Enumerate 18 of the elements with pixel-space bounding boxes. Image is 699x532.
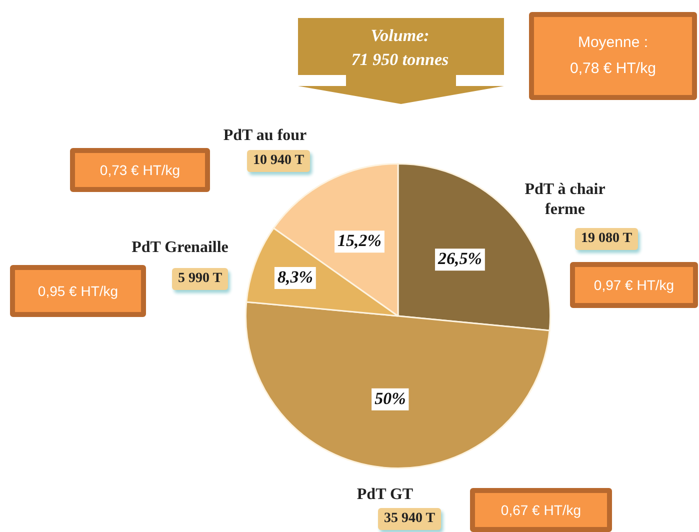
data-label: 10 940 T xyxy=(247,150,310,172)
text: 8,3% xyxy=(277,267,313,286)
slice-label: PdT GT xyxy=(356,485,414,505)
chart-title: Volume: 71 950 tonnes xyxy=(351,25,449,71)
text: 0,97 € HT/kg xyxy=(594,277,674,293)
data-label: 35 940 T xyxy=(378,508,442,530)
text: 15,2% xyxy=(338,231,382,250)
slice-label: PdT au four xyxy=(222,126,308,146)
slice-label: PdT Grenaille xyxy=(130,238,230,258)
data-label: 5 990 T xyxy=(172,268,228,290)
text: 50% xyxy=(374,388,406,408)
text: 0,67 € HT/kg xyxy=(500,502,582,518)
text: Moyenne : 0,78 € HT/kg xyxy=(570,33,656,79)
text: 26,5% xyxy=(438,249,482,268)
text: 0,73 € HT/kg xyxy=(100,162,180,178)
text: 0,95 € HT/kg xyxy=(38,283,118,299)
slice-label: PdT à chair ferme xyxy=(524,180,606,220)
data-label: 19 080 T xyxy=(575,228,638,250)
